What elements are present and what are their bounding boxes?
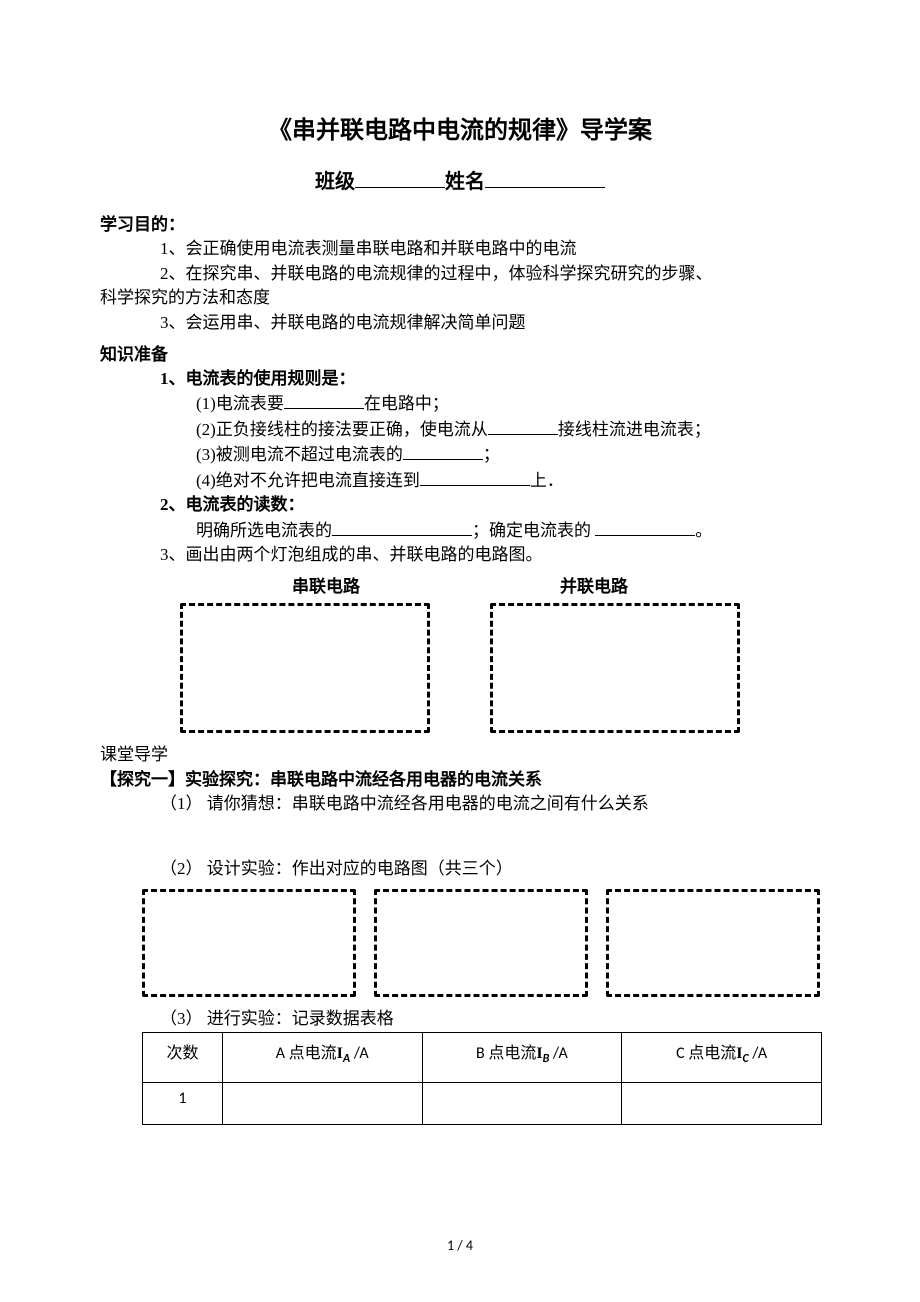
prep-3: 3、画出由两个灯泡组成的串、并联电路的电路图。 — [100, 543, 820, 568]
prep-1-heading: 1、电流表的使用规则是： — [100, 367, 820, 392]
th-a-pre: A 点电流 — [276, 1044, 337, 1063]
cell-b1 — [422, 1083, 622, 1125]
page-footer: 1 / 4 — [0, 1237, 920, 1254]
blank-p1-1 — [284, 391, 364, 409]
p1-1b: 在电路中； — [364, 394, 449, 413]
blank-p2-2 — [595, 518, 695, 536]
cell-n1: 1 — [143, 1083, 223, 1125]
circuit-labels-row: 串联电路 并联电路 — [100, 572, 820, 597]
prep-heading: 知识准备 — [100, 340, 820, 365]
blank-name — [485, 166, 605, 188]
prep-2-line: 明确所选电流表的 ；确定电流表的 。 — [100, 518, 820, 543]
three-circuit-row — [142, 889, 820, 997]
goal-3: 3、会运用串、并联电路的电流规律解决简单问题 — [100, 311, 820, 336]
parallel-circuit-box — [490, 603, 740, 733]
doc-title: 《串并联电路中电流的规律》导学案 — [100, 110, 820, 145]
p1-3a: (3)被测电流不超过电流表的 — [196, 445, 403, 464]
p1-4a: (4)绝对不允许把电流直接连到 — [196, 471, 420, 490]
spacer-q1 — [100, 817, 820, 857]
blank-p1-4 — [420, 468, 530, 486]
class-name-line: 班级 姓名 — [100, 165, 820, 194]
label-name: 姓名 — [445, 171, 485, 193]
prep-1-4: (4)绝对不允许把电流直接连到 上． — [100, 468, 820, 493]
th-b-unit: /A — [549, 1044, 568, 1063]
th-a-unit: /A — [350, 1044, 369, 1063]
cell-c1 — [622, 1083, 822, 1125]
p2-b: ；确定电流表的 — [472, 521, 591, 540]
prep-1-head-text: 1、电流表的使用规则是： — [160, 369, 356, 388]
inv1-heading: 【探究一】实验探究：串联电路中流经各用电器的电流关系 — [100, 768, 820, 793]
blank-p1-3 — [403, 442, 483, 460]
th-a: A 点电流IA /A — [222, 1033, 422, 1083]
p2-a: 明确所选电流表的 — [196, 521, 332, 540]
label-series: 串联电路 — [292, 572, 360, 597]
blank-p1-2 — [488, 417, 558, 435]
th-c-unit: /A — [749, 1044, 768, 1063]
goal-2a: 2、在探究串、并联电路的电流规律的过程中，体验科学探究研究的步骤、 — [100, 262, 820, 287]
goal-1: 1、会正确使用电流表测量串联电路和并联电路中的电流 — [100, 237, 820, 262]
page: 《串并联电路中电流的规律》导学案 班级 姓名 学习目的： 1、会正确使用电流表测量… — [0, 0, 920, 1302]
th-b: B 点电流IB /A — [422, 1033, 622, 1083]
p1-1a: (1)电流表要 — [196, 394, 284, 413]
cell-a1 — [222, 1083, 422, 1125]
circuit-box-3 — [606, 889, 820, 997]
inv1-q2: （2） 设计实验：作出对应的电路图（共三个） — [100, 857, 820, 882]
blank-p2-1 — [332, 518, 472, 536]
th-c: C 点电流IC /A — [622, 1033, 822, 1083]
circuit-boxes-row — [100, 603, 820, 733]
data-table: 次数 A 点电流IA /A B 点电流IB /A C 点电流IC /A 1 — [142, 1032, 822, 1125]
class-heading: 课堂导学 — [100, 743, 820, 768]
th-c-pre: C 点电流 — [676, 1044, 736, 1063]
prep-1-3: (3)被测电流不超过电流表的 ； — [100, 442, 820, 467]
p1-2b: 接线柱流进电流表； — [558, 420, 711, 439]
circuit-box-2 — [374, 889, 588, 997]
th-count: 次数 — [143, 1033, 223, 1083]
p1-2a: (2)正负接线柱的接法要正确，使电流从 — [196, 420, 488, 439]
circuit-box-1 — [142, 889, 356, 997]
goal-2b: 科学探究的方法和态度 — [100, 286, 820, 311]
table-header-row: 次数 A 点电流IA /A B 点电流IB /A C 点电流IC /A — [143, 1033, 822, 1083]
table-row: 1 — [143, 1083, 822, 1125]
label-parallel: 并联电路 — [560, 572, 628, 597]
series-circuit-box — [180, 603, 430, 733]
inv1-q1: （1） 请你猜想：串联电路中流经各用电器的电流之间有什么关系 — [100, 792, 820, 817]
blank-class — [355, 166, 445, 188]
inv1-q3: （3） 进行实验：记录数据表格 — [100, 1007, 820, 1032]
th-b-pre: B 点电流 — [476, 1044, 536, 1063]
goals-heading: 学习目的： — [100, 210, 820, 235]
p2-c: 。 — [695, 521, 712, 540]
p1-4b: 上． — [530, 471, 564, 490]
prep-1-1: (1)电流表要 在电路中； — [100, 391, 820, 416]
label-class: 班级 — [315, 171, 355, 193]
prep-1-2: (2)正负接线柱的接法要正确，使电流从 接线柱流进电流表； — [100, 417, 820, 442]
p1-3b: ； — [483, 445, 500, 464]
prep-2-heading: 2、电流表的读数： — [100, 493, 820, 518]
